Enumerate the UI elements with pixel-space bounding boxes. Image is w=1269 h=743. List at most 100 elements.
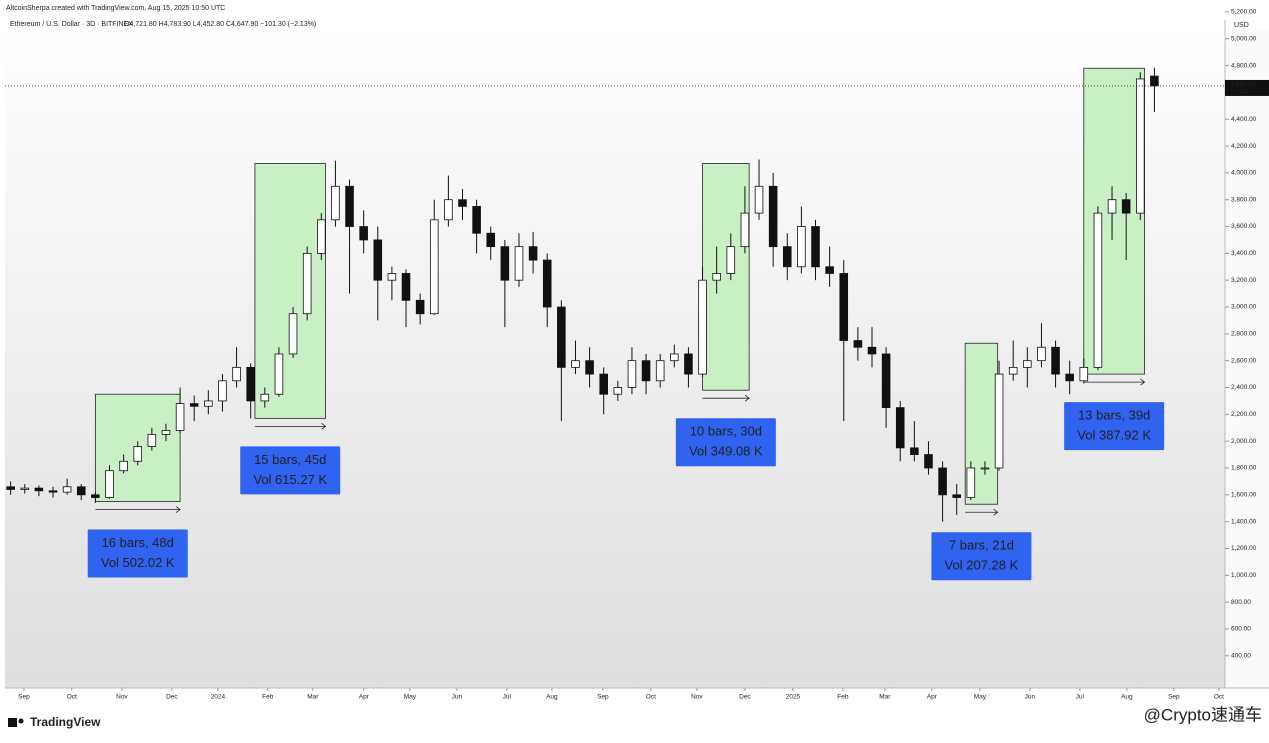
candle-body [557,306,566,368]
range-label-box [931,532,1032,581]
range-box [1083,67,1145,375]
range-label-box [87,529,188,578]
candle-body [48,490,58,493]
candle-body [627,360,637,388]
candle-body [712,273,721,281]
candle-body [641,360,651,382]
candle-body [797,226,806,268]
candle-body [684,353,693,375]
candle-body [938,467,947,496]
x-tick-label: Feb [837,694,849,701]
x-tick-label: Aug [1121,694,1133,701]
candle-body [429,219,439,315]
candle-body [1051,346,1060,375]
range-label-box [1064,402,1165,451]
candle-body [994,373,1004,469]
arrow-head [175,506,181,513]
candle-body [980,467,990,470]
candle-body [175,403,185,431]
candle-body [345,185,354,227]
candle-body [444,199,453,221]
candle-body [599,373,608,395]
brand-name: TradingView [30,715,101,729]
y-tick-label: 4,800.00 [1231,62,1257,69]
range-label-box [675,418,776,467]
y-tick-label: 800.00 [1231,599,1251,606]
x-tick-label: Aug [546,694,558,701]
x-tick-label: Jun [452,694,463,701]
chart-title: Ethereum / U.S. Dollar · 3D · BITFINEX [10,21,133,28]
candle-body [1065,373,1074,382]
y-tick-label: 5,000.00 [1231,35,1257,42]
candle-body [881,353,891,409]
candle-body [20,487,30,490]
candle-body [528,246,538,261]
candle-body [655,360,665,382]
y-tick-label: 4,200.00 [1231,143,1257,150]
x-tick-label: Mar [307,694,319,701]
x-tick-label: Nov [116,694,128,701]
candle-body [331,185,340,221]
candle-body [232,366,241,382]
range-volume: Vol 615.27 K [253,472,327,487]
candle-body [952,494,961,498]
candle-body [1023,360,1032,368]
candle-body [1107,199,1117,214]
arrow-head [1140,378,1146,386]
candle-body [76,486,86,496]
y-tick-label: 1,800.00 [1231,465,1257,472]
range-volume: Vol 349.08 K [689,444,763,459]
candle-body [415,299,425,315]
candle-body [754,185,764,214]
x-tick-label: 2025 [786,694,801,701]
x-tick-label: Mar [879,694,891,701]
candle-body [853,340,863,348]
candle-body [260,393,270,402]
candle-body [811,226,820,268]
range-box [254,163,326,419]
candle-body [514,246,524,281]
arrow-head [321,423,327,430]
candle-body [373,239,383,281]
candle-body [542,259,552,308]
range-box [702,163,750,391]
y-tick-label: 1,600.00 [1231,492,1257,499]
y-tick-label: 2,400.00 [1231,384,1257,391]
candle-body [161,430,171,435]
logo-dot [18,718,24,724]
candle-body [867,346,877,355]
candle-body [1008,366,1018,375]
candle-body [910,447,919,455]
x-tick-label: Jun [1025,694,1036,701]
credit: AltcoinSherpa created with TradingView.c… [6,5,225,12]
y-tick-label: 400.00 [1231,653,1251,660]
x-tick-label: Nov [691,694,703,701]
candle-body [246,366,255,402]
candle-body [387,273,397,281]
last-price: 4,647.90 [1230,82,1256,89]
candle-body [133,446,143,462]
candle-body [782,246,792,268]
candle-body [189,403,199,407]
candle-body [472,206,481,234]
candle-body [500,246,510,281]
y-tick-label: 1,000.00 [1231,572,1257,579]
y-tick-label: 3,600.00 [1231,223,1257,230]
range-volume: Vol 387.92 K [1077,428,1151,443]
brand-logo: TradingView [8,715,101,729]
x-tick-label: Apr [359,694,370,701]
candle-body [288,313,298,355]
x-tick-label: Dec [739,694,751,701]
candle-body [768,185,778,248]
candle-body [740,212,750,248]
x-tick-label: Oct [1214,694,1224,701]
x-tick-label: Oct [67,694,77,701]
y-tick-label: 4,000.00 [1231,170,1257,177]
candle-body [825,266,834,274]
candle-body [1093,212,1103,368]
range-label-box [240,446,341,495]
x-tick-label: Oct [646,694,656,701]
range-volume: Vol 207.28 K [945,558,1019,573]
y-tick-label: 1,200.00 [1231,545,1257,552]
